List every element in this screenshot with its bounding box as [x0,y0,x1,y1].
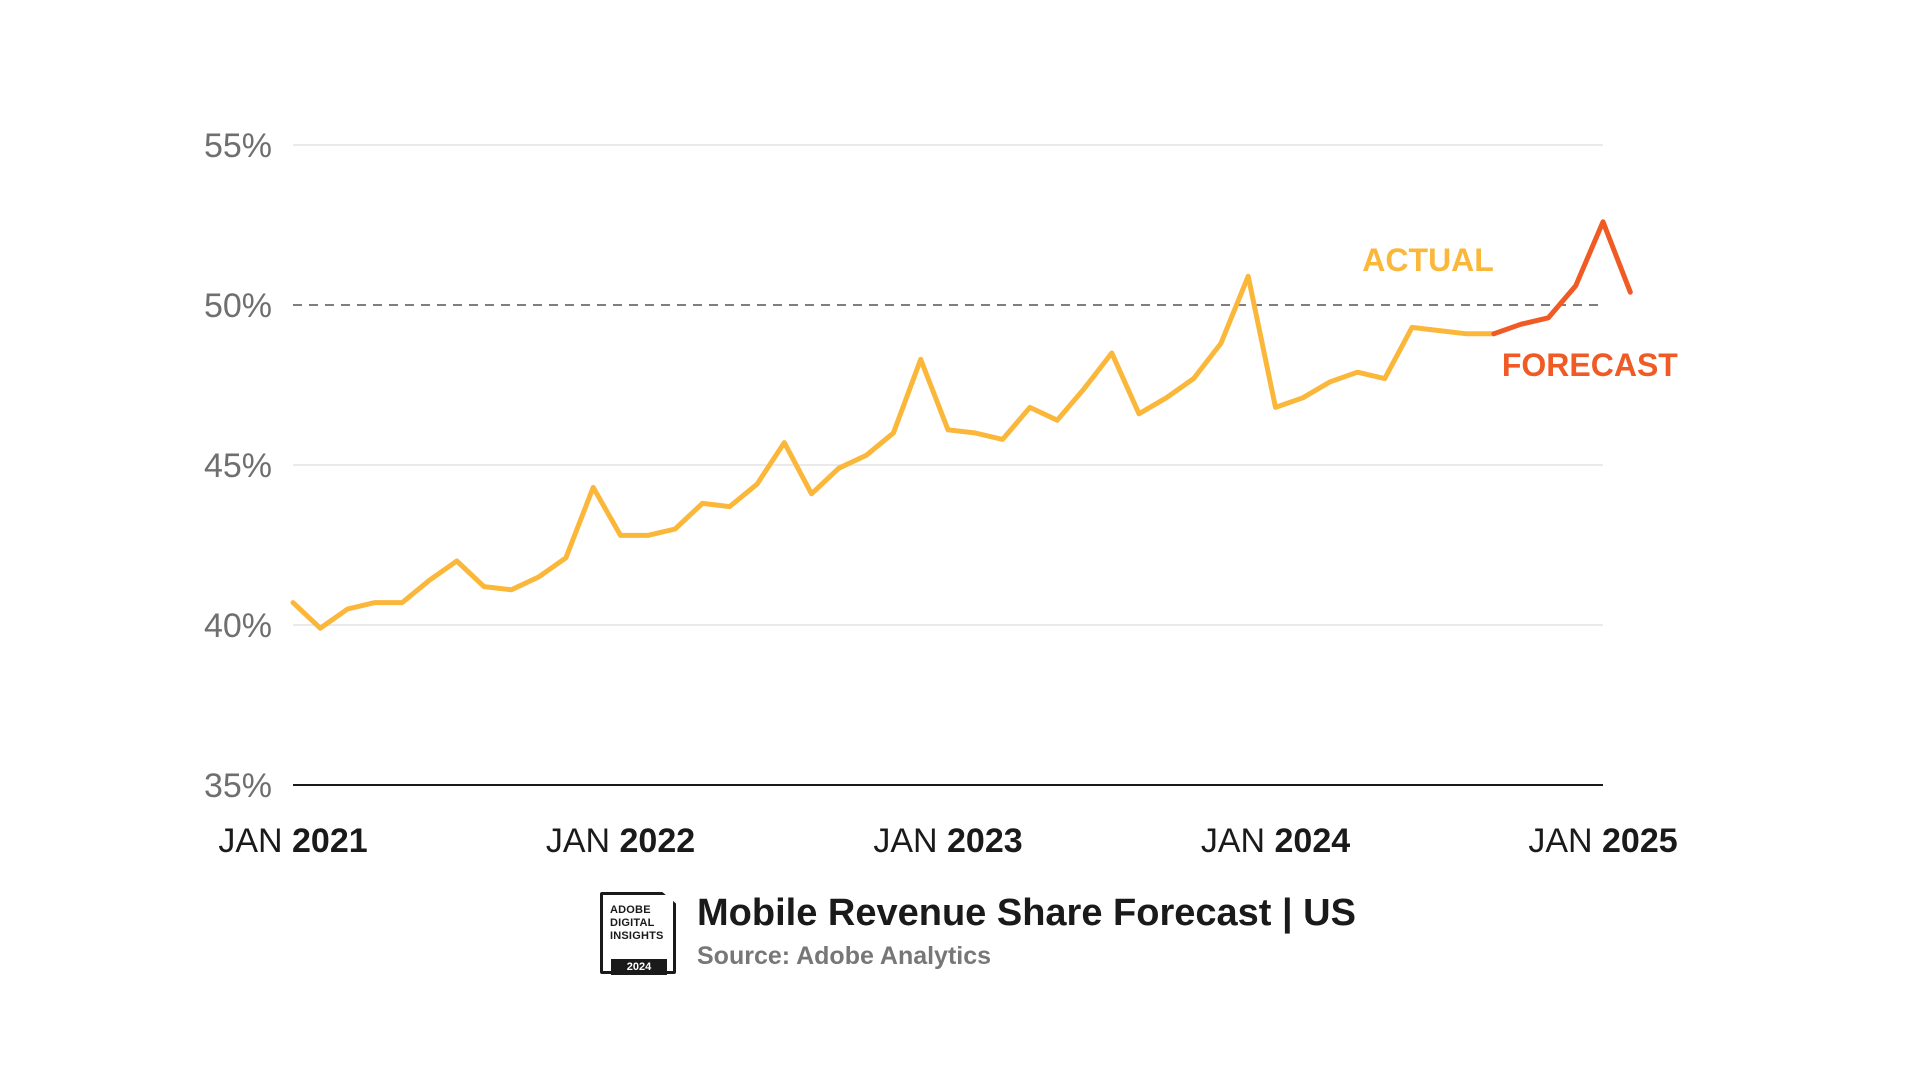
x-tick-label: JAN 2021 [218,822,367,860]
series-lines [290,219,1633,631]
x-tick-label: JAN 2022 [546,822,695,860]
adobe-digital-insights-badge: ADOBE DIGITAL INSIGHTS 2024 [600,892,680,982]
x-axis: JAN 2021 JAN 2022 JAN 2023 JAN 2024 JAN 2025 [218,822,1677,860]
y-tick-label: 50% [204,287,272,325]
chart-title: Mobile Revenue Share Forecast | US [697,892,1356,934]
series-label-actual: ACTUAL [1362,242,1494,278]
badge-year: 2024 [611,959,667,975]
badge-line-1: ADOBE [610,904,651,916]
series-labels: ACTUAL FORECAST [1362,242,1678,383]
y-tick-label: 45% [204,447,272,485]
grid-lines [293,144,1603,786]
series-line-actual [290,273,1497,631]
chart-source: Source: Adobe Analytics [697,942,992,970]
y-tick-label: 40% [204,607,272,645]
mobile-revenue-chart: 55% 50% 45% 40% 35% JAN 2021 JAN 2022 JAN 2023… [204,127,1678,860]
chart-footer: ADOBE DIGITAL INSIGHTS 2024 Mobile Reven… [0,892,1920,992]
series-label-forecast: FORECAST [1502,347,1678,383]
y-axis: 55% 50% 45% 40% 35% [204,127,272,805]
y-tick-label: 35% [204,767,272,805]
series-line-forecast [1491,219,1633,337]
x-tick-label: JAN 2025 [1528,822,1677,860]
x-tick-label: JAN 2023 [873,822,1022,860]
badge-line-3: INSIGHTS [610,930,664,942]
x-tick-label: JAN 2024 [1201,822,1350,860]
y-tick-label: 55% [204,127,272,165]
badge-line-2: DIGITAL [610,917,655,929]
